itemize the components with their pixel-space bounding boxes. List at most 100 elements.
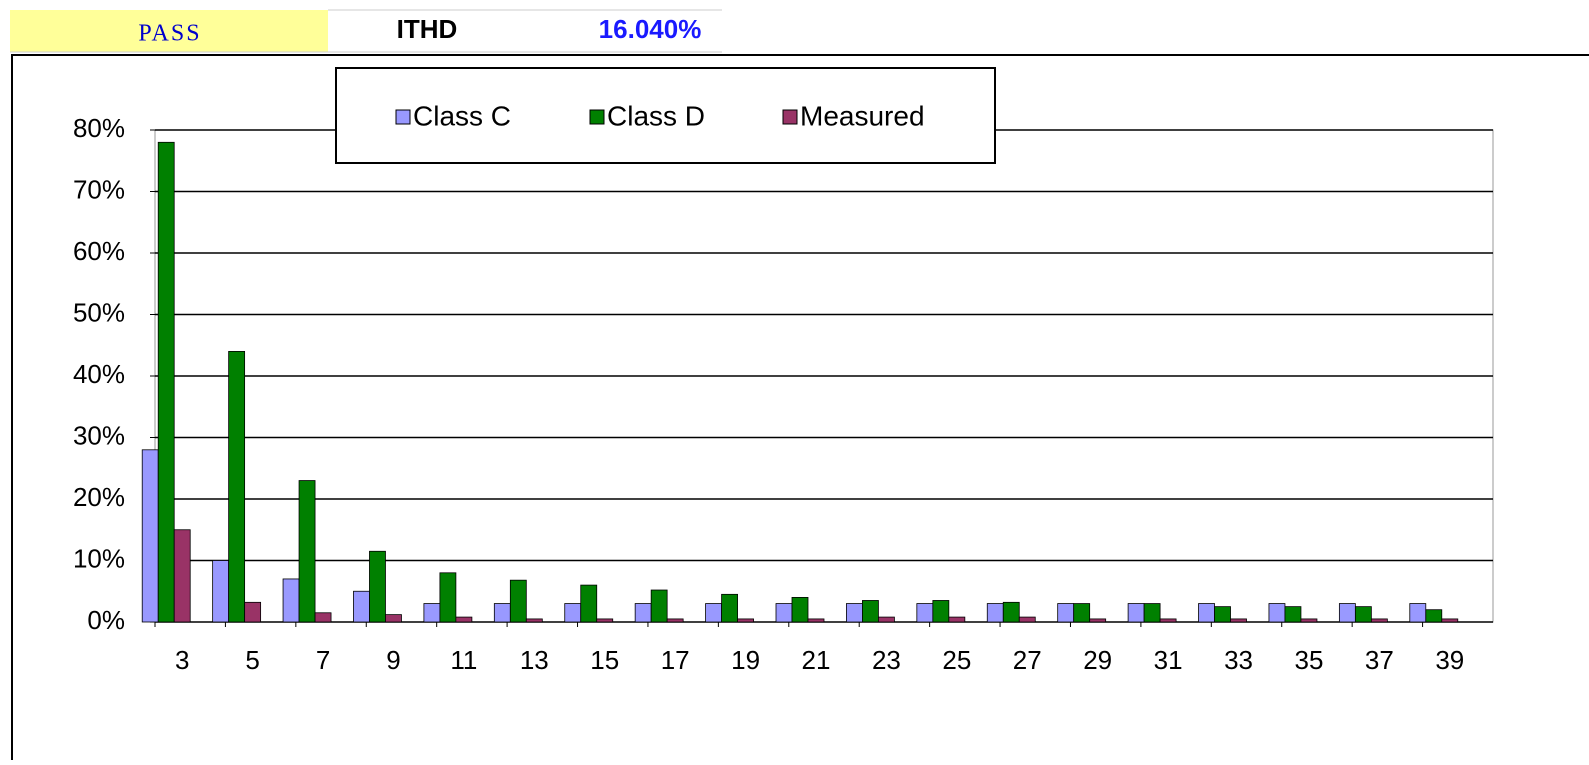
x-tick-label: 31 bbox=[1154, 645, 1183, 675]
y-tick-label: 50% bbox=[73, 297, 125, 327]
y-tick-label: 70% bbox=[73, 174, 125, 204]
bar bbox=[862, 600, 879, 623]
bar bbox=[1089, 618, 1107, 623]
bar bbox=[807, 618, 825, 623]
legend-swatch bbox=[782, 109, 798, 125]
x-tick-label: 25 bbox=[942, 645, 971, 675]
legend-label: Class C bbox=[413, 100, 511, 131]
bar bbox=[1300, 618, 1318, 623]
bar bbox=[423, 603, 441, 623]
bar bbox=[1338, 603, 1356, 623]
bar bbox=[493, 603, 511, 623]
bar bbox=[1230, 618, 1247, 623]
bar bbox=[141, 449, 159, 623]
legend-swatch bbox=[395, 109, 411, 125]
bar bbox=[173, 529, 191, 623]
bar bbox=[455, 616, 473, 623]
bar bbox=[1370, 618, 1388, 623]
bar bbox=[666, 618, 684, 623]
bar bbox=[1198, 603, 1215, 623]
x-tick-label: 13 bbox=[520, 645, 549, 675]
bar bbox=[1284, 606, 1302, 623]
bar bbox=[1057, 603, 1075, 623]
bar bbox=[878, 616, 895, 623]
bar bbox=[737, 618, 754, 623]
bar bbox=[791, 597, 809, 623]
x-tick-label: 29 bbox=[1083, 645, 1112, 675]
x-tick-label: 7 bbox=[316, 645, 330, 675]
y-tick-label: 80% bbox=[73, 113, 125, 143]
bar bbox=[1214, 606, 1231, 623]
bar bbox=[509, 579, 527, 623]
bar bbox=[228, 350, 246, 623]
y-tick-label: 20% bbox=[73, 482, 125, 512]
bar bbox=[1354, 606, 1372, 623]
x-tick-label: 23 bbox=[872, 645, 901, 675]
bar bbox=[705, 603, 722, 623]
x-tick-label: 27 bbox=[1013, 645, 1042, 675]
bar bbox=[634, 603, 652, 623]
bar bbox=[314, 612, 332, 623]
bar bbox=[1127, 603, 1145, 623]
bar bbox=[775, 603, 793, 623]
status: PASS bbox=[138, 21, 201, 47]
legend-label: Class D bbox=[607, 100, 705, 131]
bar bbox=[385, 614, 402, 623]
bar bbox=[916, 603, 934, 623]
y-tick-label: 10% bbox=[73, 543, 125, 573]
x-tick-label: 21 bbox=[802, 645, 831, 675]
y-tick-label: 30% bbox=[73, 420, 125, 450]
legend-swatch bbox=[589, 109, 605, 125]
x-tick-label: 37 bbox=[1365, 645, 1394, 675]
chart-frame bbox=[11, 54, 1589, 760]
bar bbox=[948, 616, 966, 623]
x-tick-label: 5 bbox=[245, 645, 259, 675]
bar bbox=[1018, 616, 1036, 623]
bar bbox=[282, 578, 300, 623]
legend bbox=[335, 67, 996, 164]
bar bbox=[244, 601, 262, 623]
legend-label: Measured bbox=[800, 100, 925, 131]
bar bbox=[650, 589, 668, 623]
x-tick-label: 3 bbox=[175, 645, 189, 675]
y-tick-label: 40% bbox=[73, 359, 125, 389]
status-cell bbox=[10, 10, 328, 52]
x-tick-label: 15 bbox=[590, 645, 619, 675]
bar bbox=[1409, 603, 1427, 623]
bar bbox=[986, 603, 1004, 623]
bar bbox=[564, 603, 582, 623]
bar bbox=[1002, 601, 1020, 623]
metric-label: ITHD bbox=[397, 14, 458, 44]
bar bbox=[212, 560, 230, 623]
y-tick-label: 0% bbox=[87, 605, 125, 635]
plot-layer: 0%10%20%30%40%50%60%70%80%3 5 7 9 11 13 15 17 19… bbox=[73, 113, 1493, 675]
x-tick-label: 35 bbox=[1294, 645, 1323, 675]
bar bbox=[1441, 618, 1459, 623]
bar bbox=[1268, 603, 1286, 623]
x-tick-label: 9 bbox=[386, 645, 400, 675]
bar bbox=[157, 141, 175, 623]
bar bbox=[439, 572, 457, 623]
bar bbox=[1073, 603, 1091, 623]
bar bbox=[846, 603, 863, 623]
bar bbox=[353, 590, 370, 623]
x-tick-label: 33 bbox=[1224, 645, 1253, 675]
bar bbox=[580, 584, 598, 623]
bar bbox=[932, 600, 950, 623]
x-tick-label: 19 bbox=[731, 645, 760, 675]
x-tick-label: 17 bbox=[661, 645, 690, 675]
bar bbox=[525, 618, 543, 623]
bar bbox=[1143, 603, 1161, 623]
y-tick-label: 60% bbox=[73, 236, 125, 266]
x-tick-label: 11 bbox=[450, 645, 477, 675]
bar bbox=[721, 593, 738, 623]
bar bbox=[1159, 618, 1177, 623]
bar bbox=[596, 618, 614, 623]
bar bbox=[298, 480, 316, 623]
metric-value: 16.040% bbox=[599, 14, 702, 44]
bar bbox=[369, 550, 386, 623]
x-tick-label: 39 bbox=[1435, 645, 1464, 675]
bar bbox=[1425, 609, 1443, 623]
